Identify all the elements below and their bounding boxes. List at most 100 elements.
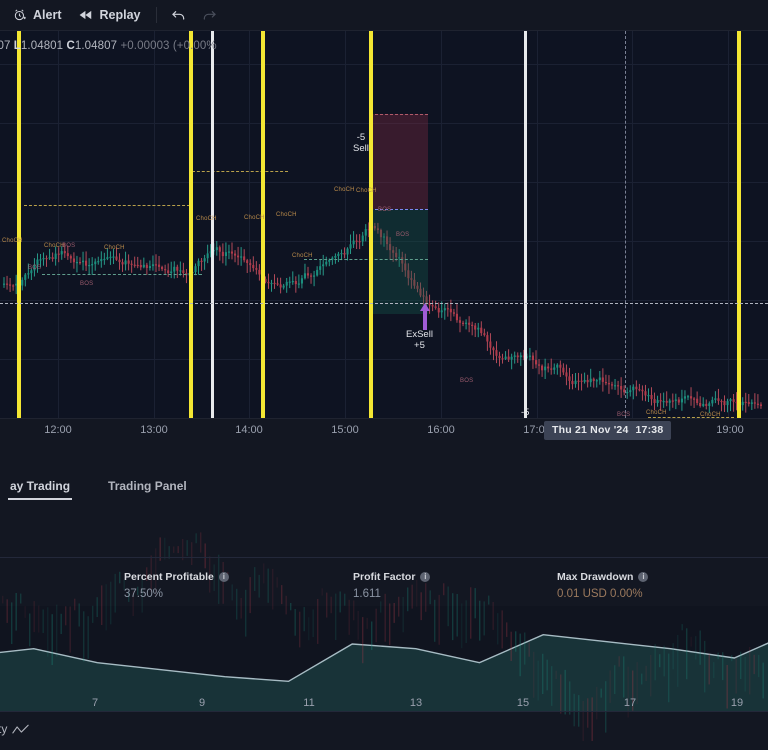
alarm-clock-plus-icon bbox=[13, 8, 27, 22]
equity-tick: 19 bbox=[730, 697, 744, 709]
grid-line-vertical bbox=[537, 31, 538, 418]
grid-line-horizontal bbox=[0, 359, 768, 360]
session-line-8[interactable] bbox=[737, 31, 741, 418]
smc-label: ChoCH bbox=[646, 410, 667, 416]
grid-line-horizontal bbox=[0, 123, 768, 124]
smc-label: BOS bbox=[617, 412, 631, 418]
smc-label: ChoCH bbox=[334, 187, 355, 193]
max-drawdown: Max Drawdown i 0.01 USD 0.00% bbox=[557, 571, 649, 600]
ohlc-close: 1.04807 bbox=[74, 40, 118, 52]
grid-line-vertical bbox=[249, 31, 250, 418]
toolbar-divider bbox=[156, 7, 158, 23]
sell-entry-label: Sell bbox=[353, 143, 369, 154]
info-icon[interactable]: i bbox=[218, 572, 229, 582]
profit-factor-title: Profit Factor bbox=[353, 571, 416, 583]
tab-trading-panel-label: Trading Panel bbox=[108, 478, 187, 493]
undo-button[interactable] bbox=[166, 3, 192, 27]
smc-label: BOS bbox=[80, 281, 94, 287]
percent-profitable: Percent Profitable i 37.50% bbox=[124, 571, 229, 600]
session-line-7[interactable] bbox=[625, 31, 626, 418]
info-icon[interactable]: i bbox=[638, 572, 649, 582]
smc-label: BOS bbox=[378, 207, 392, 213]
equity-tick: 9 bbox=[198, 697, 206, 709]
candlestick-series bbox=[3, 222, 762, 414]
exit-buy-marker: -5 ExBuy bbox=[521, 407, 548, 418]
smc-label: ChoCH bbox=[44, 243, 65, 249]
smc-label: BOS bbox=[62, 243, 76, 249]
tab-replay-trading[interactable]: ay Trading bbox=[0, 472, 80, 500]
pane-divider-bottom bbox=[0, 711, 768, 712]
smc-label: ChoCH bbox=[244, 215, 265, 221]
ohlc-open-partial: 04807 bbox=[0, 40, 11, 52]
max-drawdown-title-row: Max Drawdown i bbox=[557, 571, 649, 583]
crosshair-time-badge: Thu 21 Nov '24 17:38 bbox=[544, 421, 672, 440]
profit-factor-title-row: Profit Factor i bbox=[353, 571, 431, 583]
smc-label: ChoCH bbox=[276, 212, 297, 218]
crosshair-time: 17:38 bbox=[635, 424, 664, 436]
ohlc-low-key: L bbox=[13, 40, 21, 52]
smc-label: BOS bbox=[28, 265, 42, 271]
time-tick: 16:00 bbox=[427, 424, 455, 436]
session-line-2[interactable] bbox=[189, 31, 193, 418]
max-drawdown-title: Max Drawdown bbox=[557, 571, 634, 583]
grid-line-vertical bbox=[728, 31, 729, 418]
time-tick: 14:00 bbox=[235, 424, 263, 436]
smc-label: BOS bbox=[396, 232, 410, 238]
equity-tick: 15 bbox=[516, 697, 530, 709]
equity-bottom-axis[interactable]: 7 9 11 13 15 17 19 bbox=[0, 694, 768, 722]
equity-legend[interactable]: quity bbox=[0, 722, 30, 736]
grid-line-vertical bbox=[58, 31, 59, 418]
redo-arrow-icon bbox=[201, 7, 217, 23]
percent-profitable-value: 37.50% bbox=[124, 588, 164, 600]
exit-sell-label: ExSell bbox=[406, 329, 433, 340]
time-tick: 19:00 bbox=[716, 424, 744, 436]
price-chart-pane[interactable]: ChoCH ChoCH BOS BOS ChoCH BOS ChoCH ChoCH ChoCH C… bbox=[0, 31, 768, 418]
swing-high-line bbox=[24, 205, 190, 206]
session-line-6[interactable] bbox=[524, 31, 527, 418]
info-icon[interactable]: i bbox=[420, 572, 431, 582]
ohlc-change-pct: (+0.00% bbox=[172, 40, 217, 52]
percent-profitable-title-row: Percent Profitable i bbox=[124, 571, 229, 583]
ohlc-legend: 04807 L1.04801 C1.04807 +0.00003 (+0.00% bbox=[0, 40, 217, 52]
replay-button[interactable]: Replay bbox=[72, 3, 147, 27]
ohlc-close-key: C bbox=[66, 40, 75, 52]
profit-factor-value: 1.611 bbox=[353, 588, 381, 600]
equity-tick: 11 bbox=[303, 697, 315, 709]
session-line-3[interactable] bbox=[211, 31, 214, 418]
smc-label: ChoCH bbox=[356, 188, 377, 194]
exit-sell-arrow-icon bbox=[418, 300, 432, 337]
equity-curve-pane[interactable] bbox=[0, 606, 768, 712]
redo-button[interactable] bbox=[196, 3, 222, 27]
ohlc-low: 1.04801 bbox=[20, 40, 64, 52]
equity-area-series bbox=[0, 633, 768, 712]
smc-label: ChoCH bbox=[700, 412, 721, 418]
short-entry-zone-box bbox=[370, 114, 428, 209]
line-chart-icon bbox=[12, 724, 30, 735]
grid-line-vertical bbox=[345, 31, 346, 418]
time-tick: 12:00 bbox=[44, 424, 72, 436]
grid-line-vertical bbox=[632, 31, 633, 418]
time-tick: 17:0 bbox=[523, 424, 545, 436]
alert-button[interactable]: Alert bbox=[6, 3, 68, 27]
max-drawdown-value: 0.01 USD 0.00% bbox=[557, 588, 643, 600]
short-profit-zone-box bbox=[370, 209, 428, 314]
grid-line-vertical bbox=[441, 31, 442, 418]
equity-tick: 17 bbox=[623, 697, 637, 709]
pane-divider-metrics bbox=[0, 557, 768, 558]
entry-level-line bbox=[370, 114, 428, 115]
equity-legend-label: quity bbox=[0, 722, 8, 736]
time-tick: 15:00 bbox=[331, 424, 359, 436]
percent-profitable-title: Percent Profitable bbox=[124, 571, 214, 583]
tab-trading-panel[interactable]: Trading Panel bbox=[98, 472, 197, 500]
session-line-1[interactable] bbox=[17, 31, 21, 418]
equity-tick: 13 bbox=[409, 697, 423, 709]
session-line-5[interactable] bbox=[369, 31, 373, 418]
panel-tab-bar[interactable]: ay Trading Trading Panel bbox=[0, 471, 768, 500]
background-chart-backdrop bbox=[2, 532, 764, 741]
current-price-level-line bbox=[0, 303, 768, 304]
session-line-4[interactable] bbox=[261, 31, 265, 418]
time-axis[interactable]: 12:00 13:00 14:00 15:00 16:00 17:0 19:00 Thu 2… bbox=[0, 418, 768, 442]
smc-label: ChoCH bbox=[104, 245, 125, 251]
exit-sell-marker: ExSell +5 bbox=[406, 329, 433, 351]
smc-label: ChoCH bbox=[196, 216, 217, 222]
